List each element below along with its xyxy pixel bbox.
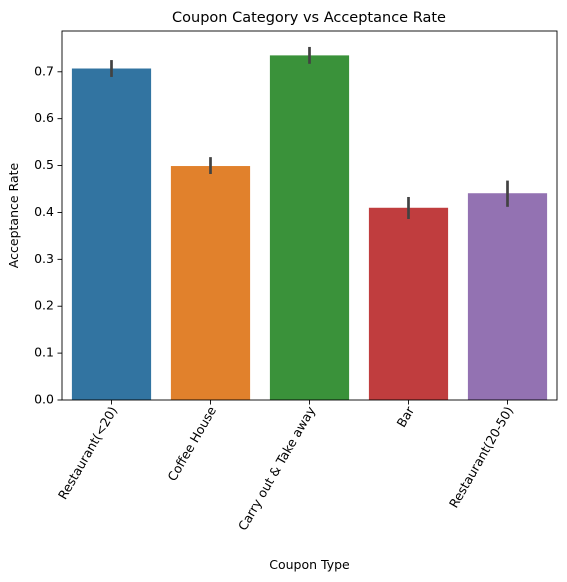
- bar: [269, 55, 350, 400]
- y-tick-label: 0.1: [34, 345, 54, 360]
- bar: [467, 193, 548, 400]
- y-tick-label: 0.4: [34, 204, 54, 219]
- chart-title: Coupon Category vs Acceptance Rate: [172, 10, 446, 26]
- x-tick-label: Coffee House: [164, 403, 219, 483]
- y-axis-label: Acceptance Rate: [6, 163, 21, 269]
- y-tick-label: 0.2: [34, 298, 54, 313]
- y-tick-label: 0.6: [34, 110, 54, 125]
- x-tick-label: Bar: [393, 403, 417, 430]
- x-tick-label: Restaurant(<20): [55, 404, 120, 502]
- x-tick-label: Carry out & Take away: [235, 403, 319, 533]
- bars: [71, 55, 548, 401]
- y-axis: 0.0 0.1 0.2 0.3 0.4 0.5 0.6 0.7: [34, 63, 62, 407]
- bar: [71, 68, 152, 401]
- y-tick-label: 0.5: [34, 157, 54, 172]
- x-tick-label: Restaurant(20-50): [446, 404, 516, 511]
- y-tick-label: 0.7: [34, 63, 54, 78]
- y-tick-label: 0.3: [34, 251, 54, 266]
- plot-frame: [61, 30, 558, 401]
- bar: [170, 166, 251, 400]
- bar: [368, 207, 449, 400]
- y-tick-label: 0.0: [34, 392, 54, 407]
- x-axis: Restaurant(<20) Coffee House Carry out & T…: [55, 400, 516, 533]
- error-bars: [110, 46, 509, 220]
- x-axis-label: Coupon Type: [269, 557, 350, 572]
